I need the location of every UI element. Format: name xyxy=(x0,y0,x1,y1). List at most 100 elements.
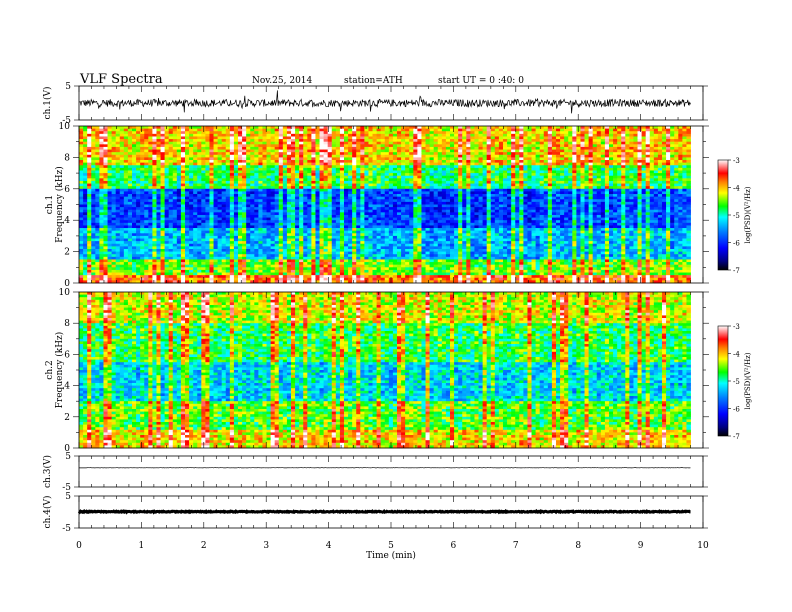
psd-cell xyxy=(645,162,651,166)
psd-cell xyxy=(482,207,488,211)
psd-cell xyxy=(348,126,353,130)
psd-cell xyxy=(303,186,308,190)
psd-cell xyxy=(323,152,329,156)
psd-cell xyxy=(555,191,561,195)
psd-cell xyxy=(99,194,104,198)
psd-cell xyxy=(99,175,104,179)
psd-cell xyxy=(197,167,202,171)
psd-cell xyxy=(111,196,117,200)
psd-cell xyxy=(478,144,484,148)
psd-cell xyxy=(449,128,455,132)
psd-cell xyxy=(478,178,484,182)
psd-cell xyxy=(653,141,659,145)
psd-cell xyxy=(176,152,182,156)
psd-cell xyxy=(152,199,157,203)
psd-cell xyxy=(633,196,638,200)
psd-cell xyxy=(152,165,157,169)
psd-cell xyxy=(462,173,467,177)
psd-cell xyxy=(160,133,166,137)
psd-cell xyxy=(233,194,239,198)
psd-cell xyxy=(608,152,614,156)
psd-cell xyxy=(376,139,382,143)
psd-cell xyxy=(486,188,492,192)
psd-cell xyxy=(629,133,634,137)
psd-cell xyxy=(539,157,545,161)
psd-cell xyxy=(592,149,598,153)
psd-cell xyxy=(458,160,463,164)
psd-cell xyxy=(107,194,113,198)
psd-cell xyxy=(91,152,96,156)
psd-cell xyxy=(258,136,263,140)
psd-cell xyxy=(290,144,296,148)
psd-cell xyxy=(535,149,541,153)
psd-cell xyxy=(115,162,121,166)
psd-cell xyxy=(458,201,463,205)
psd-cell xyxy=(388,183,394,187)
psd-cell xyxy=(535,175,541,179)
psd-cell xyxy=(352,186,357,190)
psd-cell xyxy=(608,170,614,174)
psd-cell xyxy=(572,201,577,205)
psd-cell xyxy=(356,126,361,130)
psd-cell xyxy=(331,157,337,161)
psd-cell xyxy=(592,136,598,140)
psd-cell xyxy=(515,131,520,135)
psd-cell xyxy=(360,170,365,174)
psd-cell xyxy=(421,194,426,198)
psd-cell xyxy=(405,175,410,179)
psd-cell xyxy=(152,162,157,166)
psd-cell xyxy=(555,173,561,177)
psd-cell xyxy=(91,160,96,164)
psd-cell xyxy=(625,173,630,177)
psd-cell xyxy=(388,144,394,148)
psd-cell xyxy=(164,194,170,198)
psd-cell xyxy=(356,199,361,203)
psd-cell xyxy=(686,162,691,166)
psd-cell xyxy=(441,160,447,164)
psd-cell xyxy=(331,131,337,135)
psd-cell xyxy=(625,170,630,174)
psd-cell xyxy=(372,207,378,211)
psd-cell xyxy=(352,160,357,164)
psd-cell xyxy=(670,186,675,190)
psd-cell xyxy=(274,162,280,166)
psd-cell xyxy=(409,170,414,174)
psd-cell xyxy=(588,173,594,177)
psd-cell xyxy=(396,188,402,192)
psd-cell xyxy=(140,175,145,179)
psd-cell xyxy=(254,139,259,143)
psd-cell xyxy=(682,180,687,184)
psd-cell xyxy=(572,157,577,161)
psd-cell xyxy=(637,188,642,192)
psd-cell xyxy=(645,180,651,184)
psd-cell xyxy=(637,131,642,135)
psd-cell xyxy=(205,133,210,137)
psd-cell xyxy=(629,152,634,156)
psd-cell xyxy=(79,188,84,192)
psd-cell xyxy=(482,154,488,158)
psd-cell xyxy=(433,194,439,198)
psd-cell xyxy=(621,162,626,166)
psd-cell xyxy=(458,207,463,211)
psd-cell xyxy=(140,144,145,148)
psd-cell xyxy=(176,154,182,158)
psd-cell xyxy=(543,154,549,158)
psd-cell xyxy=(307,199,312,203)
psd-cell xyxy=(193,149,198,153)
psd-cell xyxy=(209,207,214,211)
psd-cell xyxy=(621,139,626,143)
psd-cell xyxy=(474,178,479,182)
psd-cell xyxy=(352,175,357,179)
psd-cell xyxy=(502,133,508,137)
psd-cell xyxy=(233,141,239,145)
psd-cell xyxy=(429,167,435,171)
psd-cell xyxy=(417,141,422,145)
psd-cell xyxy=(197,191,202,195)
psd-cell xyxy=(551,199,557,203)
psd-cell xyxy=(572,152,577,156)
psd-cell xyxy=(132,126,137,130)
psd-cell xyxy=(331,201,337,205)
psd-cell xyxy=(449,191,455,195)
psd-cell xyxy=(83,139,88,143)
